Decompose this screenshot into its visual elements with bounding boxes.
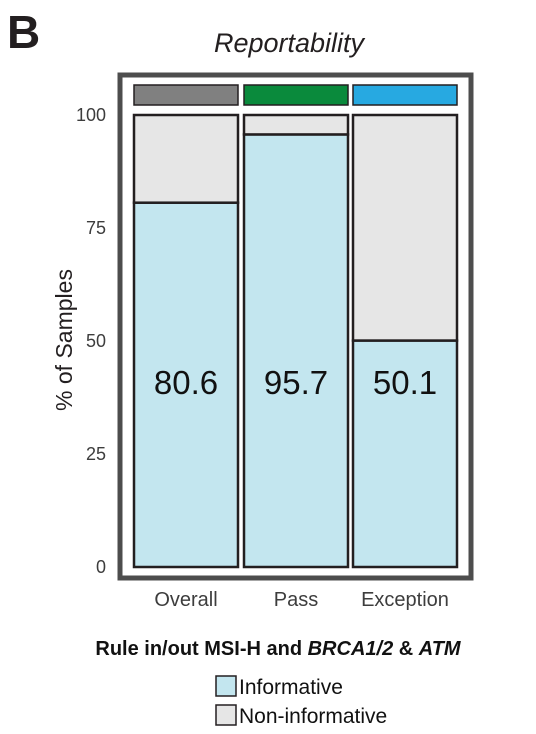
legend-swatch-informative bbox=[215, 675, 237, 697]
figure-caption: Rule in/out MSI-H and BRCA1/2 & ATM bbox=[95, 638, 462, 660]
data-label-pass: 95.7 bbox=[264, 364, 328, 401]
data-label-overall: 80.6 bbox=[154, 364, 218, 401]
data-label-exception: 50.1 bbox=[373, 364, 437, 401]
category-label-exception: Exception bbox=[361, 589, 449, 611]
chart-title: Reportability bbox=[214, 28, 366, 58]
bar-segment-informative-pass bbox=[242, 133, 350, 569]
category-label-pass: Pass bbox=[274, 589, 318, 611]
bar-segment-non-informative-overall bbox=[132, 113, 240, 204]
legend-label-informative: Informative bbox=[239, 676, 343, 699]
caption-part-1: Rule in/out MSI-H and bbox=[95, 638, 307, 660]
bar-segment-non-informative-exception bbox=[351, 113, 459, 342]
y-axis-label: % of Samples bbox=[51, 269, 77, 411]
legend-label-non-informative: Non-informative bbox=[239, 705, 387, 728]
legend: Informative Non-informative bbox=[215, 675, 387, 728]
y-tick-label: 25 bbox=[86, 444, 106, 464]
category-color-bar-pass bbox=[243, 84, 349, 106]
bar-segment-informative-overall bbox=[132, 201, 240, 569]
caption-part-3: & bbox=[393, 638, 419, 660]
y-tick-label: 75 bbox=[86, 218, 106, 238]
bar-segment-non-informative-pass bbox=[242, 113, 350, 136]
category-color-bar-overall bbox=[133, 84, 239, 106]
bar-segment-informative-exception bbox=[351, 339, 459, 569]
caption-gene-atm: ATM bbox=[418, 638, 462, 660]
panel-label: B bbox=[7, 6, 40, 58]
x-axis-categories: Overall Pass Exception bbox=[154, 589, 449, 611]
y-tick-label: 100 bbox=[76, 105, 106, 125]
y-tick-label: 0 bbox=[96, 557, 106, 577]
caption-gene-brca: BRCA1/2 bbox=[308, 638, 394, 660]
category-color-bar-exception bbox=[352, 84, 458, 106]
category-label-overall: Overall bbox=[154, 589, 217, 611]
y-tick-label: 50 bbox=[86, 331, 106, 351]
legend-swatch-non-informative bbox=[215, 704, 237, 726]
plot-frame bbox=[117, 72, 474, 581]
y-axis-ticks: 0 25 50 75 100 bbox=[76, 105, 106, 577]
bars: 80.6 95.7 50.1 bbox=[132, 84, 459, 569]
